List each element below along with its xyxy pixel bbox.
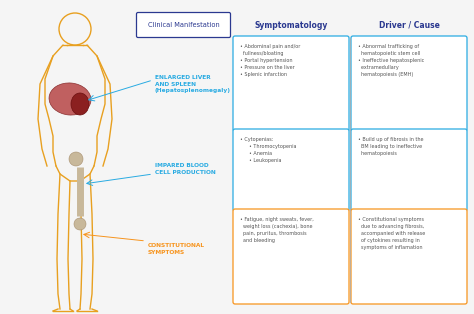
FancyBboxPatch shape	[137, 13, 230, 37]
Text: Symptomatology: Symptomatology	[255, 20, 328, 30]
Text: Driver / Cause: Driver / Cause	[379, 20, 439, 30]
Ellipse shape	[49, 83, 91, 115]
Text: • Abdominal pain and/or
  fullness/bloating
• Portal hypertension
• Pressure on : • Abdominal pain and/or fullness/bloatin…	[240, 44, 301, 77]
Text: IMPARED BLOOD
CELL PRODUCTION: IMPARED BLOOD CELL PRODUCTION	[155, 163, 216, 175]
Text: • Fatigue, night sweats, fever,
  weight loss (cachexia), bone
  pain, pruritus,: • Fatigue, night sweats, fever, weight l…	[240, 217, 314, 243]
Text: CONSTITUTIONAL
SYMPTOMS: CONSTITUTIONAL SYMPTOMS	[148, 243, 205, 255]
Text: • Cytopenias:
      • Thromocytopenia
      • Anemia
      • Leukopenia: • Cytopenias: • Thromocytopenia • Anemia…	[240, 137, 297, 163]
FancyBboxPatch shape	[233, 36, 349, 131]
Circle shape	[74, 218, 86, 230]
FancyBboxPatch shape	[351, 129, 467, 211]
FancyBboxPatch shape	[233, 209, 349, 304]
Text: ENLARGED LIVER
AND SPLEEN
(Hepatosplenomegaly): ENLARGED LIVER AND SPLEEN (Hepatosplenom…	[155, 75, 231, 93]
Text: • Constitutional symptoms
  due to advancing fibrosis,
  accompanied with releas: • Constitutional symptoms due to advanci…	[358, 217, 425, 250]
Text: Clinical Manifestation: Clinical Manifestation	[147, 22, 219, 28]
FancyBboxPatch shape	[351, 36, 467, 131]
Circle shape	[69, 152, 83, 166]
FancyBboxPatch shape	[233, 129, 349, 211]
FancyBboxPatch shape	[351, 209, 467, 304]
Text: • Abnormal trafficking of
  hematopoietic stem cell
• Ineffective hepatosplenic
: • Abnormal trafficking of hematopoietic …	[358, 44, 424, 77]
Ellipse shape	[71, 93, 89, 115]
Text: • Build up of fibrosis in the
  BM leading to ineffective
  hematopoiesis: • Build up of fibrosis in the BM leading…	[358, 137, 423, 156]
